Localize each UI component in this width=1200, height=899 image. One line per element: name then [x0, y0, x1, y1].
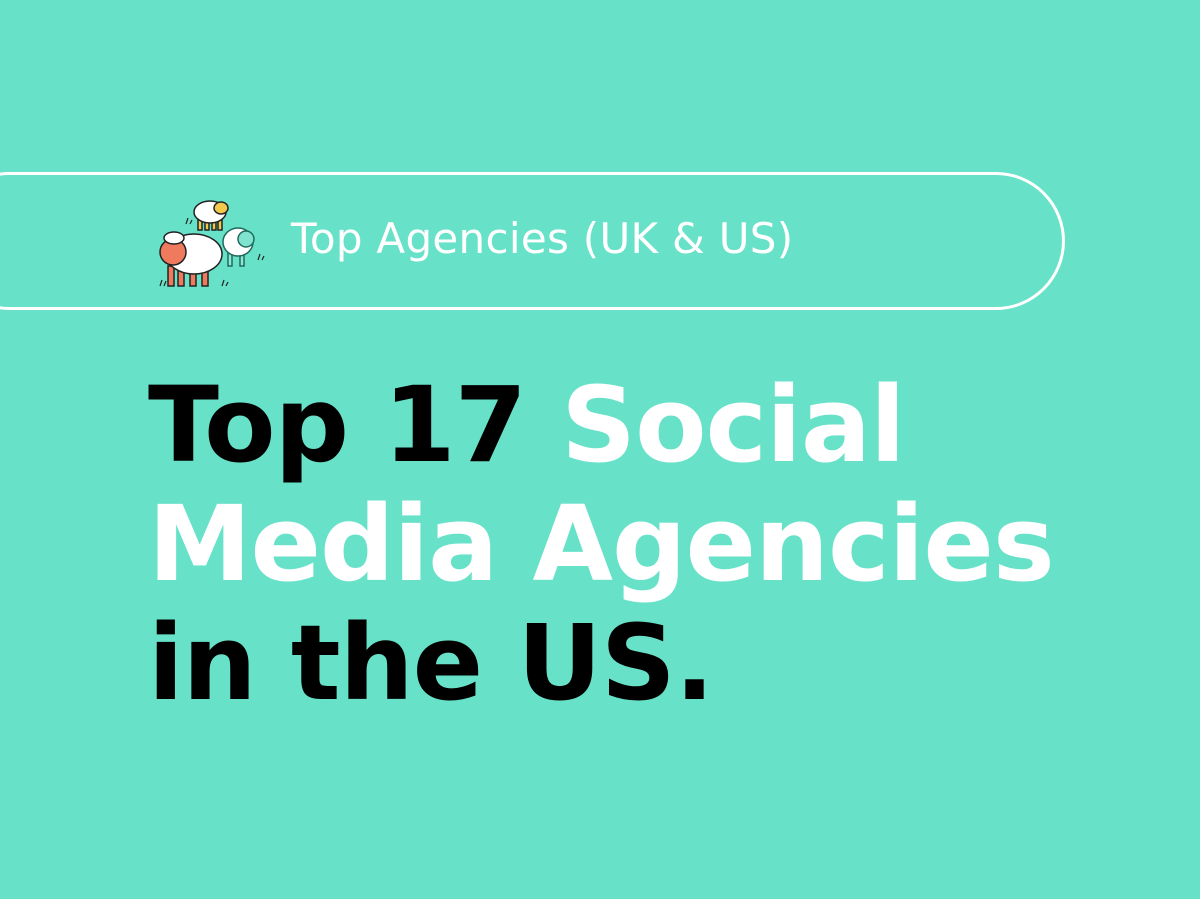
title-highlight-1: Social	[561, 364, 905, 486]
title-highlight-2: Media Agencies	[148, 483, 1055, 605]
category-pill	[0, 172, 1065, 310]
title-part-2: in the US.	[148, 602, 714, 724]
title-part-1: Top 17	[148, 364, 562, 486]
page-title: Top 17 Social Media Agencies in the US.	[148, 364, 1055, 724]
category-label: Top Agencies (UK & US)	[291, 214, 794, 263]
sheep-flock-icon	[159, 200, 265, 287]
